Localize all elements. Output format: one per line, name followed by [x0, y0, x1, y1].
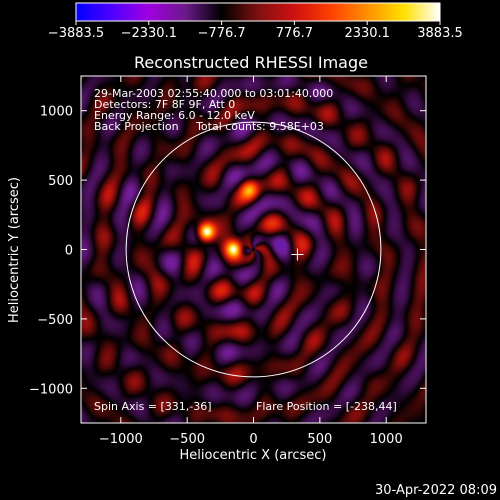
x-tick-label: −500: [169, 432, 205, 447]
colorbar-tick-label: −776.7: [198, 26, 246, 41]
heatmap-image: [81, 76, 426, 423]
y-tick-label: −500: [37, 313, 73, 328]
timestamp: 30-Apr-2022 08:09: [375, 483, 497, 498]
x-tick-label: 500: [307, 432, 332, 447]
x-axis-label: Heliocentric X (arcsec): [180, 448, 327, 463]
colorbar-tick-label: −3883.5: [48, 26, 104, 41]
chart-title: Reconstructed RHESSI Image: [134, 53, 368, 72]
colorbar-tick-label: 2330.1: [344, 26, 390, 41]
colorbar-ticks: −3883.5 −2330.1 −776.7 776.7 2330.1 3883.5: [48, 21, 463, 41]
info-method-counts: Back Projection Total counts: 9.58E+03: [94, 120, 324, 133]
x-tick-label: 0: [249, 432, 257, 447]
colorbar: −3883.5 −2330.1 −776.7 776.7 2330.1 3883.5: [48, 2, 463, 41]
y-tick-label: 0: [65, 244, 73, 259]
info-block: 29-Mar-2003 02:55:40.000 to 03:01:40.000…: [94, 87, 333, 133]
y-tick-label: −1000: [29, 382, 73, 397]
colorbar-tick-label: 776.7: [276, 26, 313, 41]
colorbar-bar: [75, 2, 441, 22]
x-tick-label: −1000: [99, 432, 143, 447]
x-tick-labels: −1000 −500 0 500 1000: [99, 432, 403, 447]
colorbar-tick-label: 3883.5: [417, 26, 463, 41]
plot-area: [80, 75, 427, 424]
info-time-range: 29-Mar-2003 02:55:40.000 to 03:01:40.000: [94, 87, 333, 100]
y-tick-label: 1000: [40, 105, 73, 120]
flare-position-label: Flare Position = [-238,44]: [256, 400, 397, 413]
y-tick-label: 500: [48, 174, 73, 189]
info-energy-range: Energy Range: 6.0 - 12.0 keV: [94, 109, 255, 122]
spin-axis-label: Spin Axis = [331,-36]: [94, 400, 212, 413]
y-tick-labels: −1000 −500 0 500 1000: [29, 105, 73, 398]
x-tick-label: 1000: [370, 432, 403, 447]
info-detectors: Detectors: 7F 8F 9F, Att 0: [94, 98, 235, 111]
spin-axis-marker: [291, 248, 304, 261]
solar-limb-circle: [125, 121, 382, 378]
colorbar-tick-label: −2330.1: [121, 26, 177, 41]
y-axis-label: Heliocentric Y (arcsec): [7, 177, 22, 323]
axis-ticks: [81, 76, 426, 423]
